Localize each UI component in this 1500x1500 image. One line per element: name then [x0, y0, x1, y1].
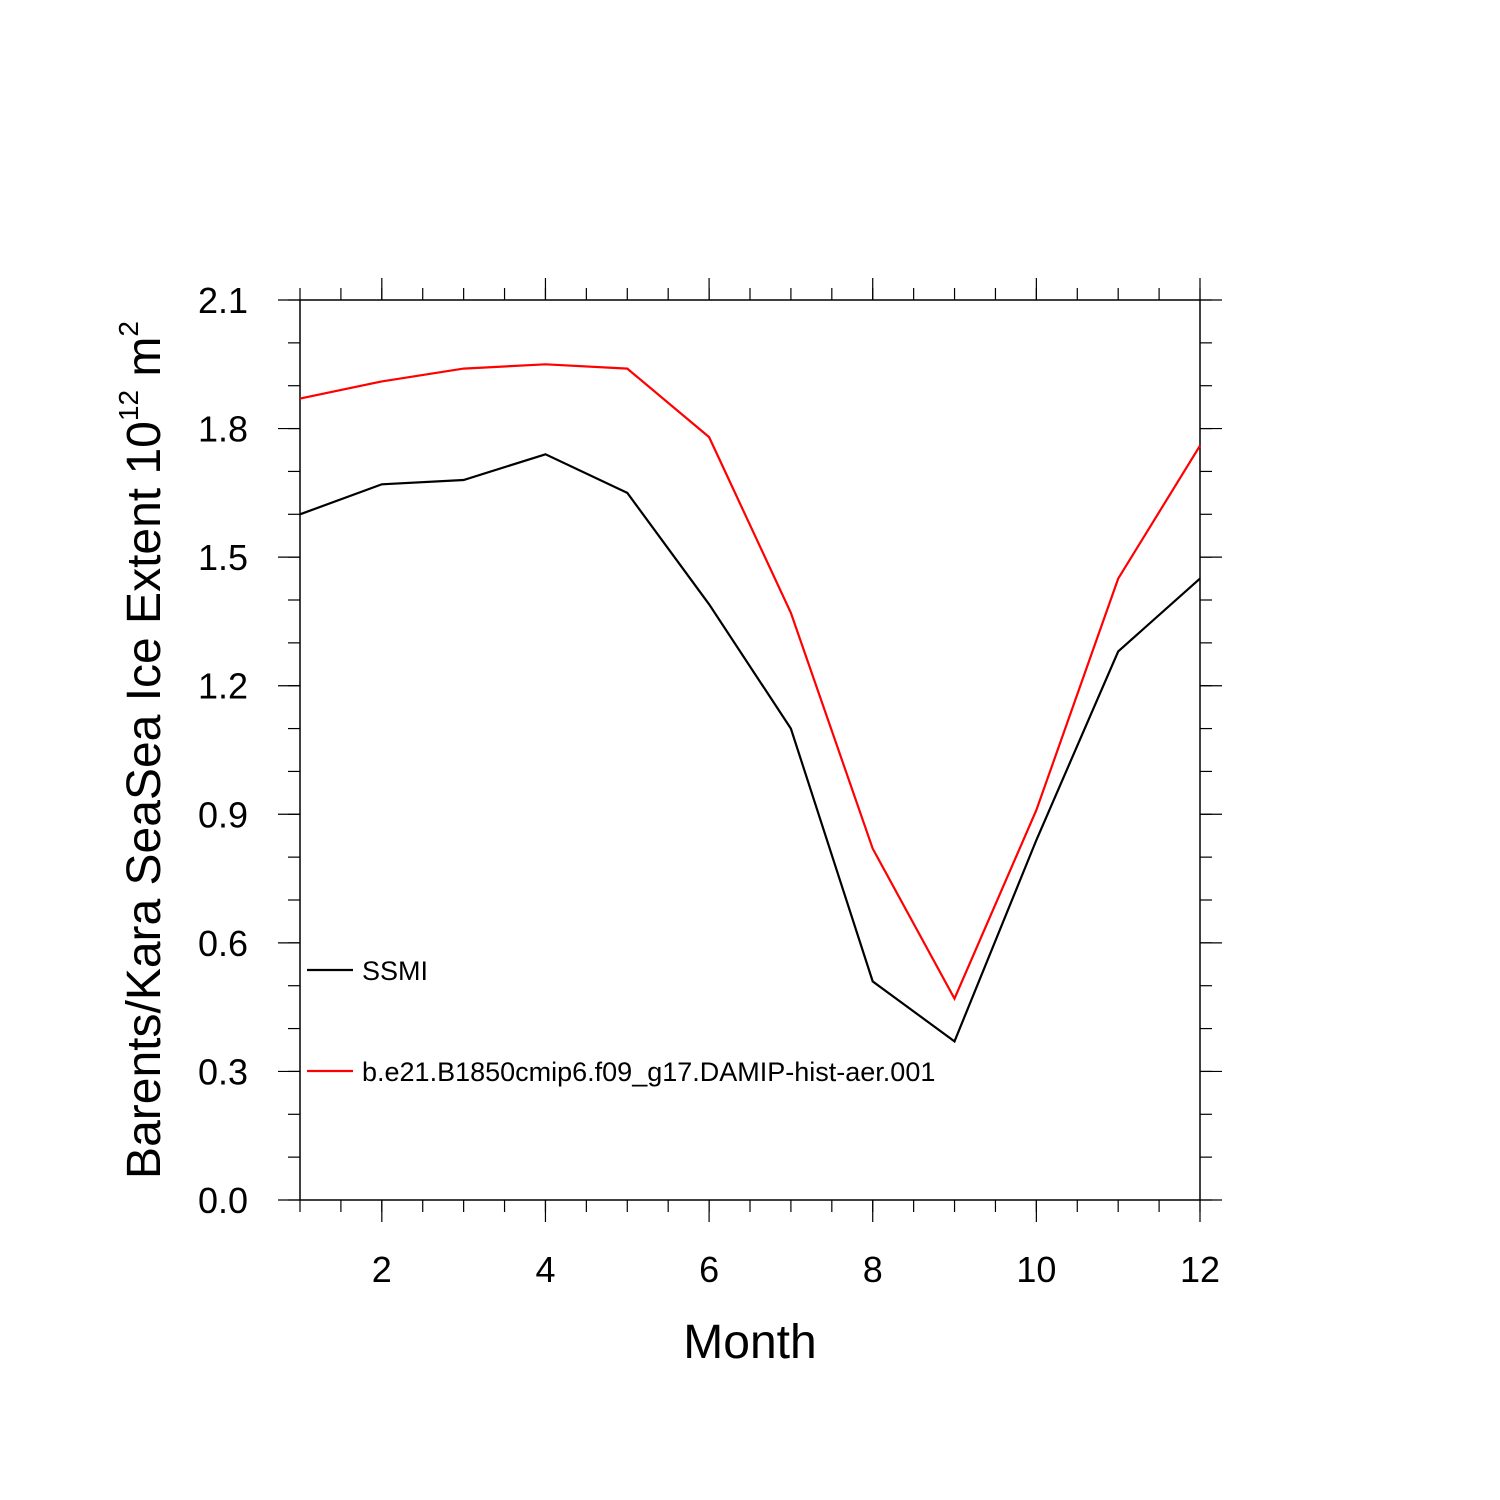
series-line-0 — [299, 453, 1201, 1044]
y-axis-title: Barents/Kara SeaSea Ice Extent 1012 m2 — [113, 321, 171, 1179]
tick-labels: 2 4 6 8 10 12 0.0 0.3 0.6 0.9 1.2 1.5 1.8 2.1 — [198, 280, 1220, 1290]
series-line-1 — [299, 363, 1201, 1002]
y-axis-title-unit: m — [118, 337, 171, 390]
legend-label-1: b.e21.B1850cmip6.f09_g17.DAMIP-hist-aer.… — [362, 1057, 935, 1087]
y-axis-title-unit-exponent: 2 — [113, 321, 144, 337]
y-axis-title-main: Barents/Kara SeaSea Ice Extent 10 — [118, 421, 171, 1179]
x-tick-label: 12 — [1180, 1249, 1220, 1290]
series-lines — [299, 363, 1201, 1044]
y-tick-label: 0.0 — [198, 1180, 248, 1221]
y-axis-title-exponent: 12 — [113, 390, 144, 421]
x-tick-label: 4 — [535, 1249, 555, 1290]
y-tick-label: 0.3 — [198, 1051, 248, 1092]
legend: SSMI b.e21.B1850cmip6.f09_g17.DAMIP-hist-… — [307, 956, 935, 1087]
major-ticks — [278, 278, 1222, 1222]
y-tick-label: 2.1 — [198, 280, 248, 321]
x-tick-label: 10 — [1016, 1249, 1056, 1290]
y-tick-label: 1.2 — [198, 666, 248, 707]
x-axis-title: Month — [683, 1316, 816, 1369]
y-tick-label: 1.5 — [198, 537, 248, 578]
legend-label-0: SSMI — [362, 956, 428, 986]
y-tick-label: 0.6 — [198, 923, 248, 964]
x-tick-label: 6 — [699, 1249, 719, 1290]
y-tick-label: 0.9 — [198, 794, 248, 835]
y-tick-label: 1.8 — [198, 409, 248, 450]
x-tick-label: 2 — [372, 1249, 392, 1290]
plot-frame — [299, 299, 1201, 1201]
x-tick-label: 8 — [863, 1249, 883, 1290]
